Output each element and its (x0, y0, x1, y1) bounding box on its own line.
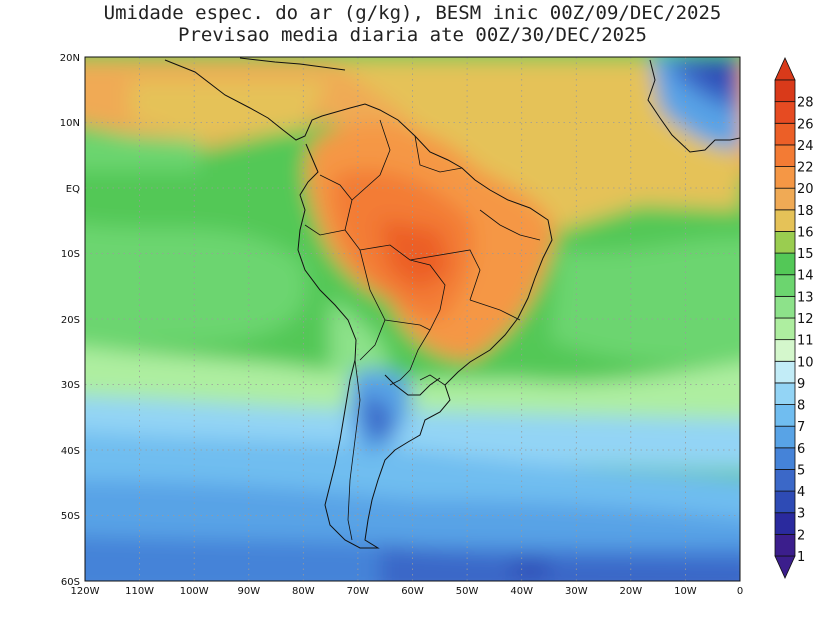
lon-label: 110W (125, 586, 154, 597)
colorbar-swatch (774, 360, 796, 384)
map-title-line2: Previsao media diaria ate 00Z/30/DEC/202… (178, 24, 647, 46)
lon-label: 40W (510, 586, 533, 597)
colorbar-level-label: 7 (797, 420, 805, 435)
longitude-axis: 120W 110W 100W 90W 80W 70W 60W 50W 40W 3… (71, 586, 744, 597)
colorbar-level-label: 5 (797, 463, 805, 478)
colorbar-level-label: 28 (797, 96, 814, 111)
colorbar-level-label: 24 (797, 139, 814, 154)
colorbar-swatch (774, 533, 796, 557)
lon-label: 60W (401, 586, 424, 597)
colorbar-swatch (774, 382, 796, 405)
country-borders (304, 119, 541, 541)
lon-label: 70W (347, 586, 370, 597)
colorbar-swatch (774, 144, 796, 167)
colorbar-level-label: 8 (797, 399, 805, 414)
colorbar-level-label: 16 (797, 225, 814, 240)
colorbar-level-label: 15 (797, 247, 814, 262)
colorbar-level-label: 26 (797, 117, 814, 132)
colorbar-swatch (774, 512, 796, 535)
colorbar-swatch (774, 101, 796, 124)
colorbar-level-label: 2 (797, 528, 805, 543)
colorbar-swatch (774, 469, 796, 492)
colorbar-level-label: 10 (797, 355, 814, 370)
lat-label: 10N (60, 118, 80, 129)
colorbar-swatch (774, 122, 796, 146)
colorbar-swatch (774, 295, 796, 319)
colorbar-level-label: 9 (797, 377, 805, 392)
lon-label: 10W (674, 586, 697, 597)
colorbar-swatch (774, 79, 796, 103)
colorbar-swatch (774, 317, 796, 341)
map-title-line1: Umidade espec. do ar (g/kg), BESM inic 0… (103, 2, 722, 24)
lat-label: 40S (61, 446, 80, 457)
coastlines (164, 57, 740, 549)
colorbar-level-label: 13 (797, 290, 814, 305)
plot-frame (84, 56, 741, 582)
lat-label: EQ (66, 184, 80, 195)
lon-label: 90W (237, 586, 260, 597)
colorbar-level-label: 4 (797, 485, 805, 500)
colorbar-level-label: 14 (797, 269, 814, 284)
lon-label: 30W (565, 586, 588, 597)
colorbar-level-label: 12 (797, 312, 814, 327)
colorbar-level-label: 20 (797, 182, 814, 197)
colorbar-min-arrow (774, 555, 796, 579)
lat-label: 50S (61, 511, 80, 522)
colorbar-max-arrow (774, 57, 796, 81)
colorbar-level-label: 3 (797, 507, 805, 522)
colorbar-swatch (774, 187, 796, 211)
lat-label: 10S (61, 249, 80, 260)
colorbar-swatch (774, 425, 796, 449)
colorbar-level-label: 22 (797, 161, 814, 176)
colorbar-swatch (774, 447, 796, 470)
colorbar-swatch (774, 209, 796, 232)
lat-label: 20N (60, 53, 80, 64)
lon-label: 0 (737, 586, 743, 597)
colorbar-swatch (774, 339, 796, 362)
lon-label: 120W (71, 586, 100, 597)
lat-label: 20S (61, 315, 80, 326)
colorbar-level-label: 6 (797, 442, 805, 457)
humidity-field (85, 57, 740, 581)
colorbar-level-label: 11 (797, 334, 814, 349)
colorbar-level-label: 18 (797, 204, 814, 219)
latitude-axis: 20N 10N EQ 10S 20S 30S 40S 50S 60S (60, 53, 80, 588)
colorbar-swatch (774, 490, 796, 514)
lon-label: 80W (292, 586, 315, 597)
lon-label: 100W (180, 586, 209, 597)
colorbar-level-label: 1 (797, 550, 805, 565)
lat-label: 60S (61, 577, 80, 588)
colorbar-swatch (774, 404, 796, 427)
lon-label: 50W (456, 586, 479, 597)
lon-label: 20W (619, 586, 642, 597)
colorbar-swatch (774, 274, 796, 297)
graticule (85, 57, 740, 581)
lat-label: 30S (61, 380, 80, 391)
colorbar-swatch (774, 166, 796, 189)
colorbar-swatch (774, 252, 796, 276)
colorbar-swatch (774, 231, 796, 254)
